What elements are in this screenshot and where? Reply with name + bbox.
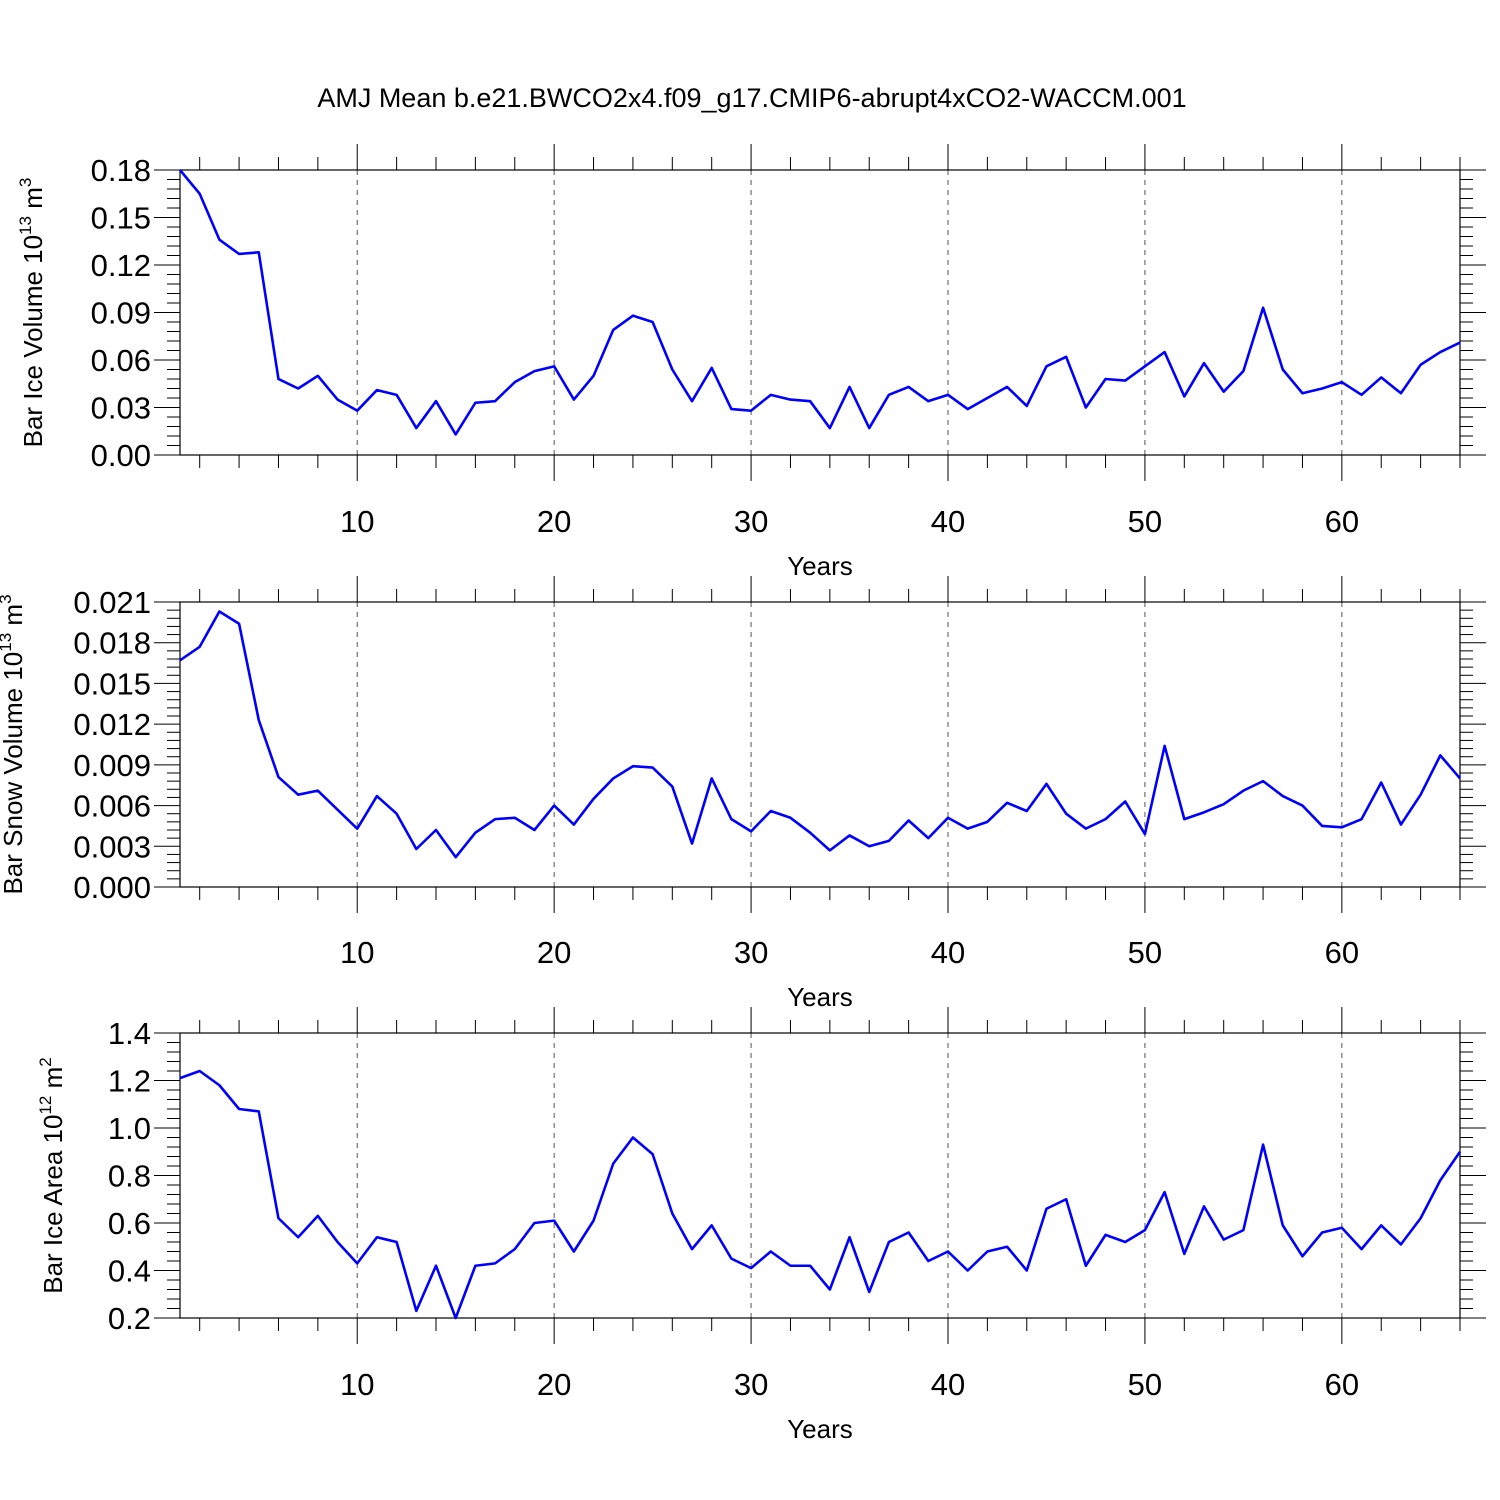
y-axis-label-unit: m [0,604,28,633]
y-tick-label: 0.2 [108,1301,151,1336]
y-tick-label: 0.006 [73,789,151,824]
x-tick-label: 20 [537,1367,571,1402]
chart-panel-1: 10 20 30 40 50 60 0.00 0.03 0.06 0.09 0.12 0.15 0.18… [16,144,1486,581]
chart-panel-3: 10 20 30 40 50 60 0.2 0.4 0.6 0.8 1.0 1.2 1.4 Years Ba… [36,1007,1486,1444]
y-axis-label-unit: m [18,187,48,216]
y-tick-label: 0.4 [108,1254,151,1289]
x-tick-label: 10 [340,1367,374,1402]
y-axis-label: Bar Ice Area 1012 m2 [36,1057,68,1294]
x-axis-label: Years [787,551,853,581]
x-tick-label: 30 [734,504,768,539]
y-tick-label: 0.12 [91,248,151,283]
x-tick-label: 60 [1325,504,1359,539]
y-tick-label: 0.012 [73,707,151,742]
series-line [179,1069,1462,1320]
y-tick-label: 1.4 [108,1016,151,1051]
series-line [179,610,1461,859]
x-tick-label: 20 [537,504,571,539]
y-tick-label: 0.6 [108,1206,151,1241]
y-axis-label-exp: 13 [16,216,35,235]
y-tick-label: 0.009 [73,748,151,783]
x-tick-label: 10 [340,504,374,539]
y-tick-label: 1.2 [108,1064,151,1099]
y-axis-label-base: Bar Ice Area 10 [38,1115,68,1294]
y-axis-label-base: Bar Ice Volume 10 [18,235,48,447]
x-tick-label: 50 [1128,1367,1162,1402]
x-tick-label: 40 [931,504,965,539]
y-axis-label-exp: 12 [36,1096,55,1115]
series-line [178,169,1461,436]
y-tick-label: 0.015 [73,666,151,701]
x-axis-label: Years [787,982,853,1012]
y-tick-label: 0.003 [73,829,151,864]
y-axis-label-base: Bar Snow Volume 10 [0,652,28,895]
y-tick-label: 0.021 [73,585,151,620]
plot-frame [179,169,1461,456]
x-tick-label: 50 [1128,504,1162,539]
x-tick-label: 40 [931,935,965,970]
x-tick-label: 30 [734,935,768,970]
y-tick-label: 0.00 [91,438,151,473]
x-tick-label: 20 [537,935,571,970]
x-tick-label: 60 [1325,1367,1359,1402]
x-tick-label: 40 [931,1367,965,1402]
y-tick-label: 1.0 [108,1111,151,1146]
plot-frame [179,601,1461,888]
y-axis-label-unit-exp: 3 [16,178,35,187]
x-tick-label: 50 [1128,935,1162,970]
y-tick-label: 0.18 [91,153,151,188]
plot-frame [179,1032,1461,1319]
y-axis-label: Bar Snow Volume 1013 m3 [0,594,28,894]
y-axis-label: Bar Ice Volume 1013 m3 [16,178,48,448]
y-tick-label: 0.06 [91,343,151,378]
y-tick-label: 0.8 [108,1159,151,1194]
x-tick-label: 30 [734,1367,768,1402]
y-axis-label-unit-exp: 2 [36,1057,55,1066]
y-tick-label: 0.15 [91,201,151,236]
y-tick-label: 0.09 [91,296,151,331]
y-axis-label-unit: m [38,1067,68,1096]
y-tick-label: 0.018 [73,626,151,661]
chart-title: AMJ Mean b.e21.BWCO2x4.f09_g17.CMIP6-abr… [317,83,1186,113]
y-tick-label: 0.03 [91,391,151,426]
x-tick-label: 10 [340,935,374,970]
x-tick-label: 60 [1325,935,1359,970]
y-tick-label: 0.000 [73,870,151,905]
x-axis-label: Years [787,1414,853,1444]
chart-panel-2: 10 20 30 40 50 60 0.000 0.003 0.006 0.009 0.012 0.0… [0,576,1486,1012]
y-axis-label-unit-exp: 3 [0,594,15,603]
panels: 10 20 30 40 50 60 0.00 0.03 0.06 0.09 0.12 0.15 0.18… [0,144,1486,1444]
y-axis-label-exp: 13 [0,633,15,652]
